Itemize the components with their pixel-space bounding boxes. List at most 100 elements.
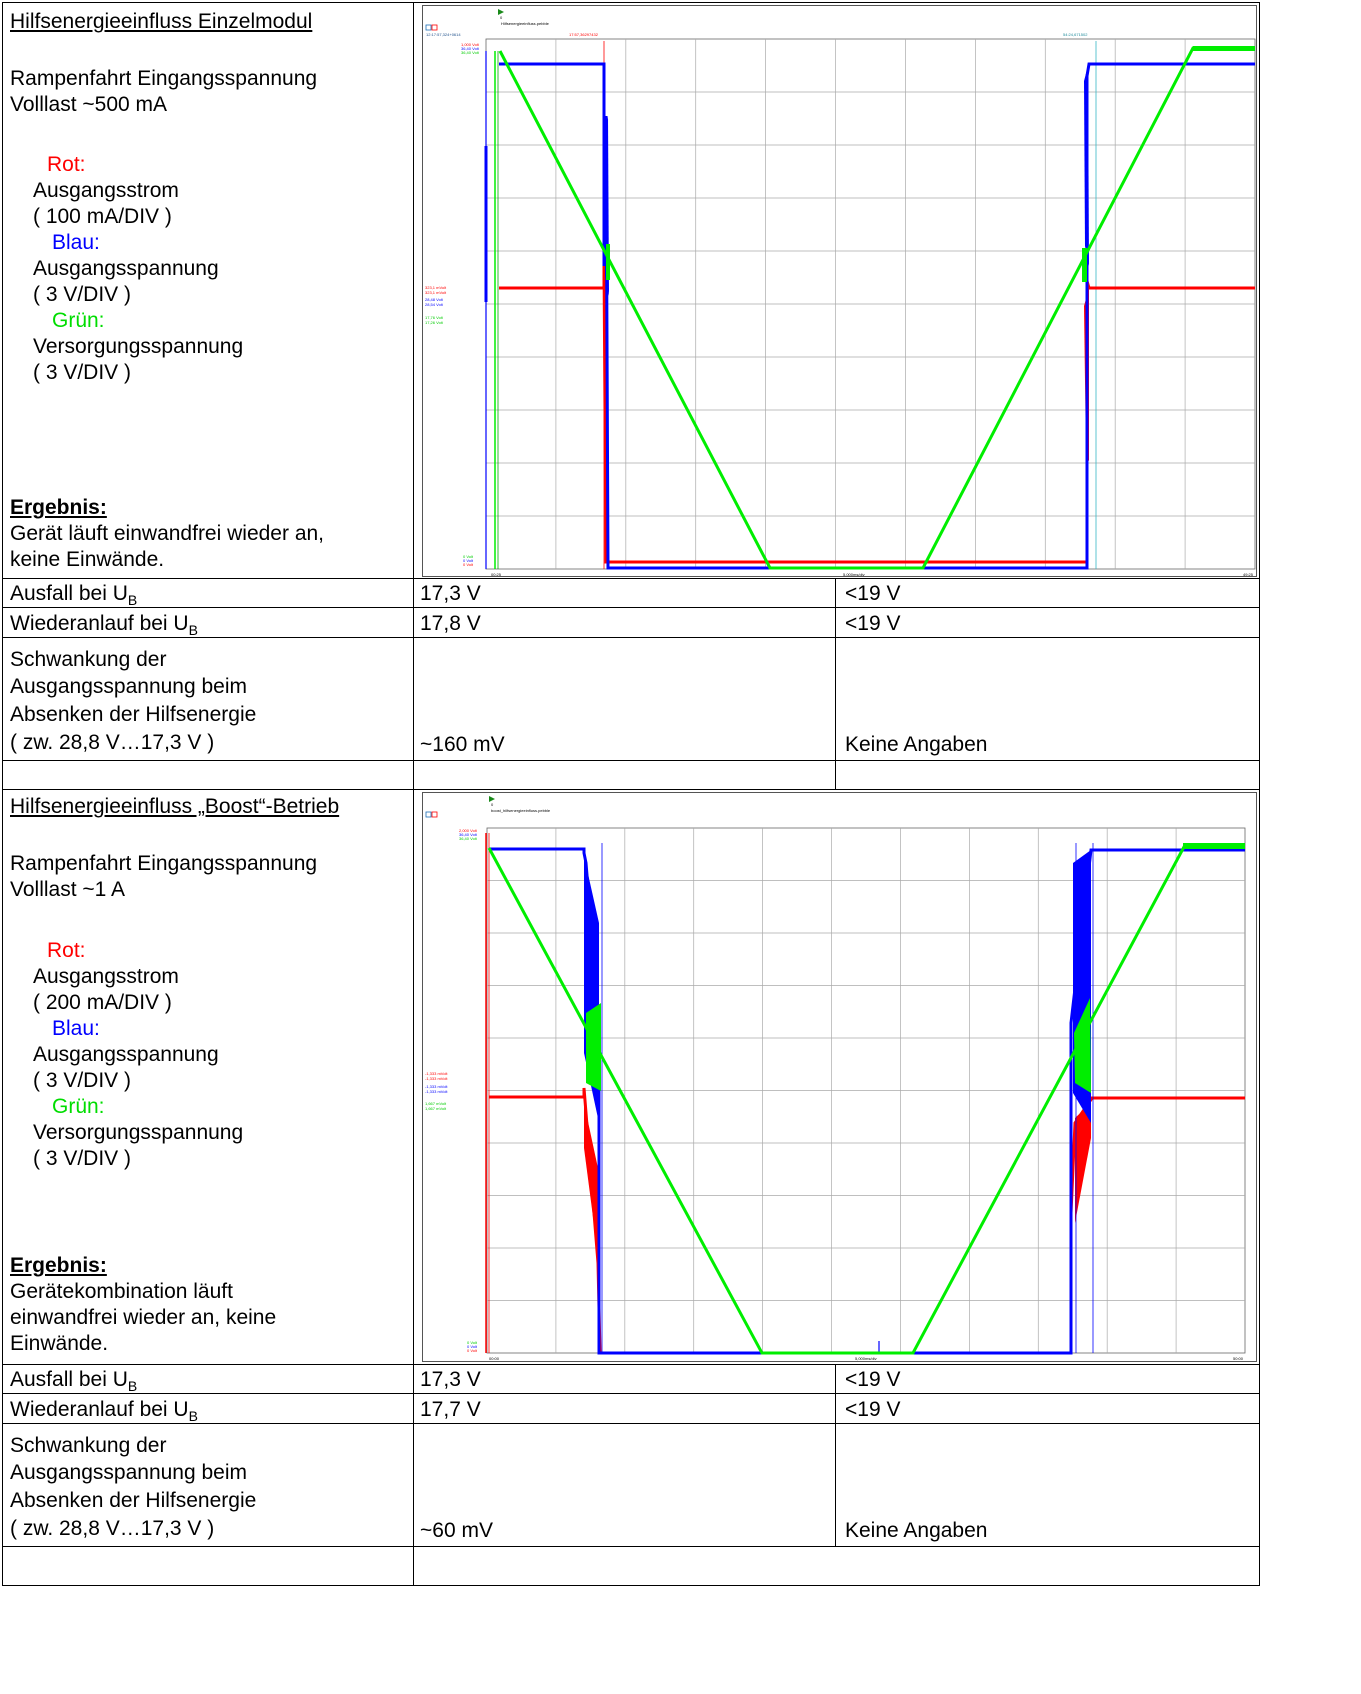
- section1-schw-value: ~160 mV: [420, 733, 505, 756]
- section1-schw-line2: Ausgangsspannung beim: [10, 675, 248, 698]
- trigger-arrow-icon: [489, 796, 495, 802]
- section2-legend: 2,000 Volt 36,40 Volt 36,40 Volt -1,333 …: [425, 828, 478, 1353]
- section2-blue-label: Blau:: [52, 1017, 100, 1040]
- section1-scope-cursor-cyan: 54:24,671502: [1063, 32, 1088, 37]
- section1-scope-svg: 0 Hilfsenergieeinfluss.pebble 12:17:57,3…: [425, 9, 1256, 577]
- section1-ramp-text: Rampenfahrt Eingangsspannung: [10, 67, 318, 90]
- legend-text: 36,40 Volt: [461, 46, 480, 51]
- section2-schw-line1: Schwankung der: [10, 1434, 167, 1457]
- time-end: 50:00: [1233, 1356, 1244, 1361]
- section2-schw-line4: ( zw. 28,8 V…17,3 V ): [10, 1517, 215, 1540]
- section2-schw-line2: Ausgangsspannung beim: [10, 1461, 248, 1484]
- legend-text: 1,667 mVolt: [425, 1106, 447, 1111]
- legend-text: 36,40 Volt: [459, 832, 478, 837]
- legend-text: -1,333 mVolt: [425, 1089, 448, 1094]
- section2-result-line2: einwandfrei wieder an, keine: [10, 1306, 277, 1329]
- ausfall-subscript: B: [127, 592, 138, 609]
- spacer-row-mid: [413, 760, 836, 790]
- section1-schw-line3: Absenken der Hilfsenergie: [10, 703, 257, 726]
- section2-scope-trigger-mark: 0: [491, 802, 494, 807]
- section1-result-line1: Gerät läuft einwandfrei wieder an,: [10, 522, 325, 545]
- section1-blue-scale: ( 3 V/DIV ): [33, 283, 132, 306]
- red-trace-burst: [584, 1103, 599, 1263]
- blue-trace: [499, 62, 1255, 570]
- section1-blue-label: Blau:: [52, 231, 100, 254]
- section2-time-axis: 00:00 5,000ms/div 50:00: [489, 1356, 1244, 1361]
- section1-green-label: Grün:: [52, 309, 105, 332]
- wieder-label-text: Wiederanlauf bei U: [10, 1398, 189, 1421]
- section1-schw-line4: ( zw. 28,8 V…17,3 V ): [10, 731, 215, 754]
- bottom-spacer-right: [413, 1546, 1260, 1586]
- ausfall-label-text: Ausfall bei U: [10, 1368, 128, 1391]
- legend-text: 0 Volt: [467, 1344, 478, 1349]
- section2-green-scale: ( 3 V/DIV ): [33, 1147, 132, 1170]
- time-start: 00:00: [489, 1356, 500, 1361]
- section2-ausfall-spec: <19 V: [845, 1368, 901, 1391]
- time-start: 00:25: [491, 572, 502, 577]
- legend-text: 323,1 mVolt: [425, 285, 447, 290]
- section1-load-text: Volllast ~500 mA: [10, 93, 168, 116]
- section1-green-desc: Versorgungsspannung: [33, 335, 244, 358]
- time-div: 5,000ms/div: [843, 572, 865, 577]
- section1-scope-cursor-left: 12:17:57,324+0614: [426, 32, 461, 37]
- section2-red-scale: ( 200 mA/DIV ): [33, 991, 172, 1014]
- green-trace-burst: [1074, 998, 1091, 1093]
- green-trace: [498, 46, 1255, 570]
- section1-scope-cursor-red: 17:57,36297432: [569, 32, 599, 37]
- bottom-spacer-left: [2, 1546, 414, 1586]
- section2-result-line1: Gerätekombination läuft: [10, 1280, 233, 1303]
- section1-result-label: Ergebnis:: [10, 496, 107, 519]
- wieder-subscript: B: [188, 622, 198, 639]
- section2-red-label: Rot:: [47, 939, 86, 962]
- green-trace-burst: [606, 244, 610, 280]
- section1-legend: 1,000 Volt 36,40 Volt 36,40 Volt 323,1 m…: [425, 42, 480, 567]
- legend-text: 0 Volt: [463, 558, 474, 563]
- section2-scope-filename: boost_hilfsenergieeinfluss.pebble: [491, 808, 551, 813]
- section1-red-scale: ( 100 mA/DIV ): [33, 205, 172, 228]
- legend-text: -1,333 mVolt: [425, 1084, 448, 1089]
- section2-load-text: Volllast ~1 A: [10, 878, 125, 901]
- time-div: 5,000ms/div: [855, 1356, 877, 1361]
- green-trace-burst: [1082, 248, 1087, 282]
- blue-trace: [489, 847, 1245, 1355]
- section2-scope-svg: 0 boost_hilfsenergieeinfluss.pebble 2,00…: [425, 796, 1246, 1361]
- section1-wieder-spec: <19 V: [845, 612, 901, 635]
- section2-ramp-text: Rampenfahrt Eingangsspannung: [10, 852, 318, 875]
- section2-wieder-label: Wiederanlauf bei UB: [10, 1398, 198, 1428]
- section1-wieder-value: 17,8 V: [420, 612, 481, 635]
- section1-schw-line1: Schwankung der: [10, 648, 167, 671]
- section2-scope-header: 0 boost_hilfsenergieeinfluss.pebble: [425, 796, 551, 818]
- cursor-icon: [425, 24, 432, 31]
- legend-text: 36,40 Volt: [459, 836, 478, 841]
- legend-text: 17,26 Volt: [425, 320, 444, 325]
- section1-green-scale: ( 3 V/DIV ): [33, 361, 132, 384]
- section2-wieder-value: 17,7 V: [420, 1398, 481, 1421]
- section1-time-axis: 00:25 5,000ms/div 49:25: [491, 572, 1254, 577]
- cursor-icon: [425, 811, 432, 818]
- section1-blue-desc: Ausgangsspannung: [33, 257, 219, 280]
- section1-scope-filename: Hilfsenergieeinfluss.pebble: [501, 21, 550, 26]
- ausfall-label-text: Ausfall bei U: [10, 582, 128, 605]
- section2-green-desc: Versorgungsspannung: [33, 1121, 244, 1144]
- section2-title: Hilfsenergieeinfluss „Boost“-Betrieb: [10, 795, 340, 818]
- legend-text: 17,76 Volt: [425, 315, 444, 320]
- section2-result-label: Ergebnis:: [10, 1254, 107, 1277]
- section1-ausfall-value: 17,3 V: [420, 582, 481, 605]
- section2-green-label: Grün:: [52, 1095, 105, 1118]
- section2-schw-line3: Absenken der Hilfsenergie: [10, 1489, 257, 1512]
- section1-scope-trigger-mark: 0: [500, 15, 503, 20]
- section2-traces: [485, 833, 1245, 1355]
- section1-result-line2: keine Einwände.: [10, 548, 165, 571]
- legend-text: -1,333 mVolt: [425, 1071, 448, 1076]
- blue-trace-burst: [1084, 66, 1089, 266]
- spacer-row-left: [2, 760, 414, 790]
- wieder-label-text: Wiederanlauf bei U: [10, 612, 189, 635]
- section2-ausfall-label: Ausfall bei UB: [10, 1368, 137, 1398]
- legend-text: 0 Volt: [463, 562, 474, 567]
- section2-grid: [486, 827, 1246, 1354]
- legend-text: 1,000 Volt: [461, 42, 480, 47]
- legend-text: -1,333 mVolt: [425, 1076, 448, 1081]
- section1-grid: [485, 38, 1256, 570]
- green-trace-plateau: [1183, 843, 1245, 849]
- section1-ausfall-label: Ausfall bei UB: [10, 582, 137, 612]
